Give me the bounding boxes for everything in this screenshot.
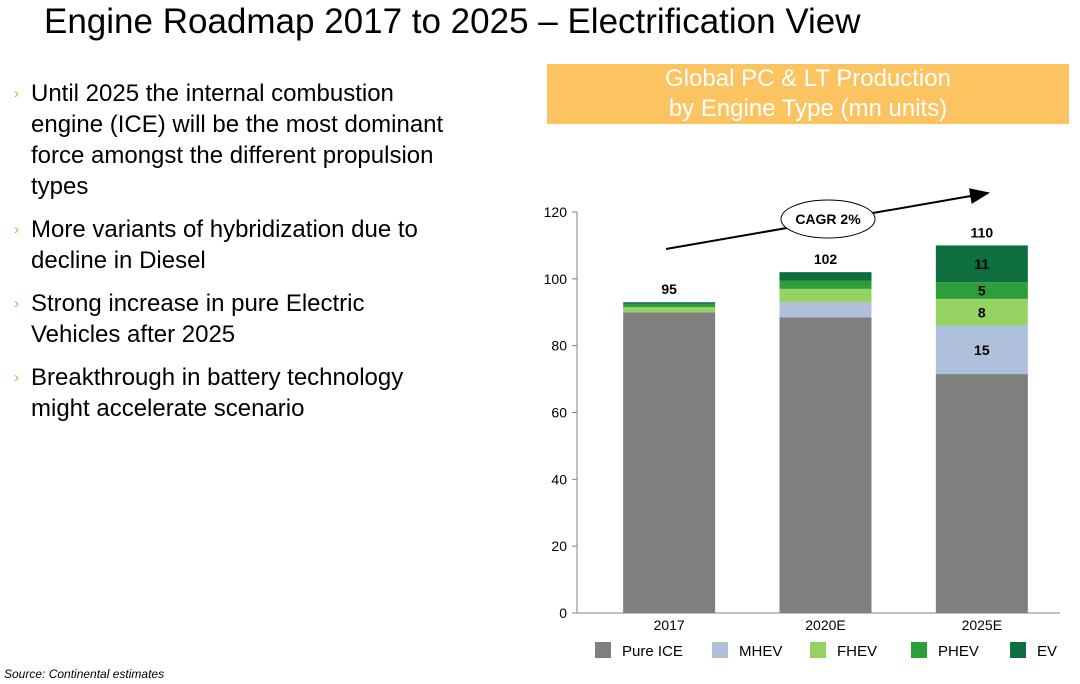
legend-label: MHEV [739,643,782,660]
bullet-item: › More variants of hybridization due to … [14,214,454,276]
bar-segment-phev [623,303,716,308]
bullet-marker-icon: › [14,221,19,238]
chart-title-line: by Engine Type (mn units) [668,95,948,122]
chart-title: Global PC & LT Production by Engine Type… [547,64,1069,124]
slide-title: Engine Roadmap 2017 to 2025 – Electrific… [44,2,861,41]
bullet-item: › Until 2025 the internal combustion eng… [14,78,454,202]
data-label: 5 [978,283,986,299]
y-tick-label: 120 [544,204,568,220]
bullet-list: › Until 2025 the internal combustion eng… [14,78,454,436]
bar-segment-pure-ice [935,374,1028,613]
legend-label: PHEV [938,643,979,660]
bar-segment-mhev [935,325,1028,375]
y-tick-label: 60 [551,405,567,421]
x-tick-label: 2025E [962,617,1002,633]
legend-swatch [1010,642,1026,658]
source-note: Source: Continental estimates [4,667,165,681]
bar-segment-phev [779,280,872,289]
y-tick-label: 40 [551,471,567,487]
bullet-marker-icon: › [14,85,19,102]
cagr-annotation: CAGR 2% [795,211,861,227]
bar-segment-fhev [779,288,872,303]
bar-segment-pure-ice [779,317,872,613]
data-label: 8 [978,304,986,320]
data-label: 11 [974,256,989,272]
bullet-marker-icon: › [14,295,19,312]
cagr-callout [780,199,876,239]
y-tick-label: 80 [551,338,567,354]
legend-label: FHEV [837,643,877,660]
bar-segment-ev [623,302,716,304]
y-tick-label: 20 [551,538,567,554]
legend-swatch [911,642,927,658]
bar-segment-ev [935,245,1028,283]
chart-title-line: Global PC & LT Production [665,65,951,92]
bullet-text: Until 2025 the internal combustion engin… [31,80,444,200]
legend-swatch [712,642,728,658]
bullet-item: › Breakthrough in battery technology mig… [14,362,454,424]
stacked-bar-chart: 0 20 40 60 80 100 120 95 2017 102 2020E 15 8 5 11 110 20… [544,188,1060,660]
bar-segment-fhev [623,307,716,313]
total-label: 95 [661,281,677,297]
bullet-text: More variants of hybridization due to de… [31,216,418,274]
bar-segment-phev [935,282,1028,299]
bullet-text: Strong increase in pure Electric Vehicle… [31,290,365,348]
total-label: 102 [814,251,838,267]
legend-label: EV [1037,643,1057,660]
bar-segment-ev [779,272,872,281]
total-label: 110 [971,224,994,240]
data-label: 15 [974,342,990,358]
y-tick-label: 0 [559,605,567,621]
bar-segment-pure-ice [623,312,716,613]
bullet-item: › Strong increase in pure Electric Vehic… [14,288,454,350]
bullet-marker-icon: › [14,369,19,386]
legend-swatch [810,642,826,658]
bar-segment-fhev [935,298,1028,326]
x-tick-label: 2020E [805,617,845,633]
x-tick-label: 2017 [654,617,685,633]
legend-label: Pure ICE [622,643,683,660]
bullet-text: Breakthrough in battery technology might… [31,364,404,422]
bar-segment-mhev [779,302,872,318]
y-tick-label: 100 [544,271,568,287]
legend-swatch [595,642,611,658]
